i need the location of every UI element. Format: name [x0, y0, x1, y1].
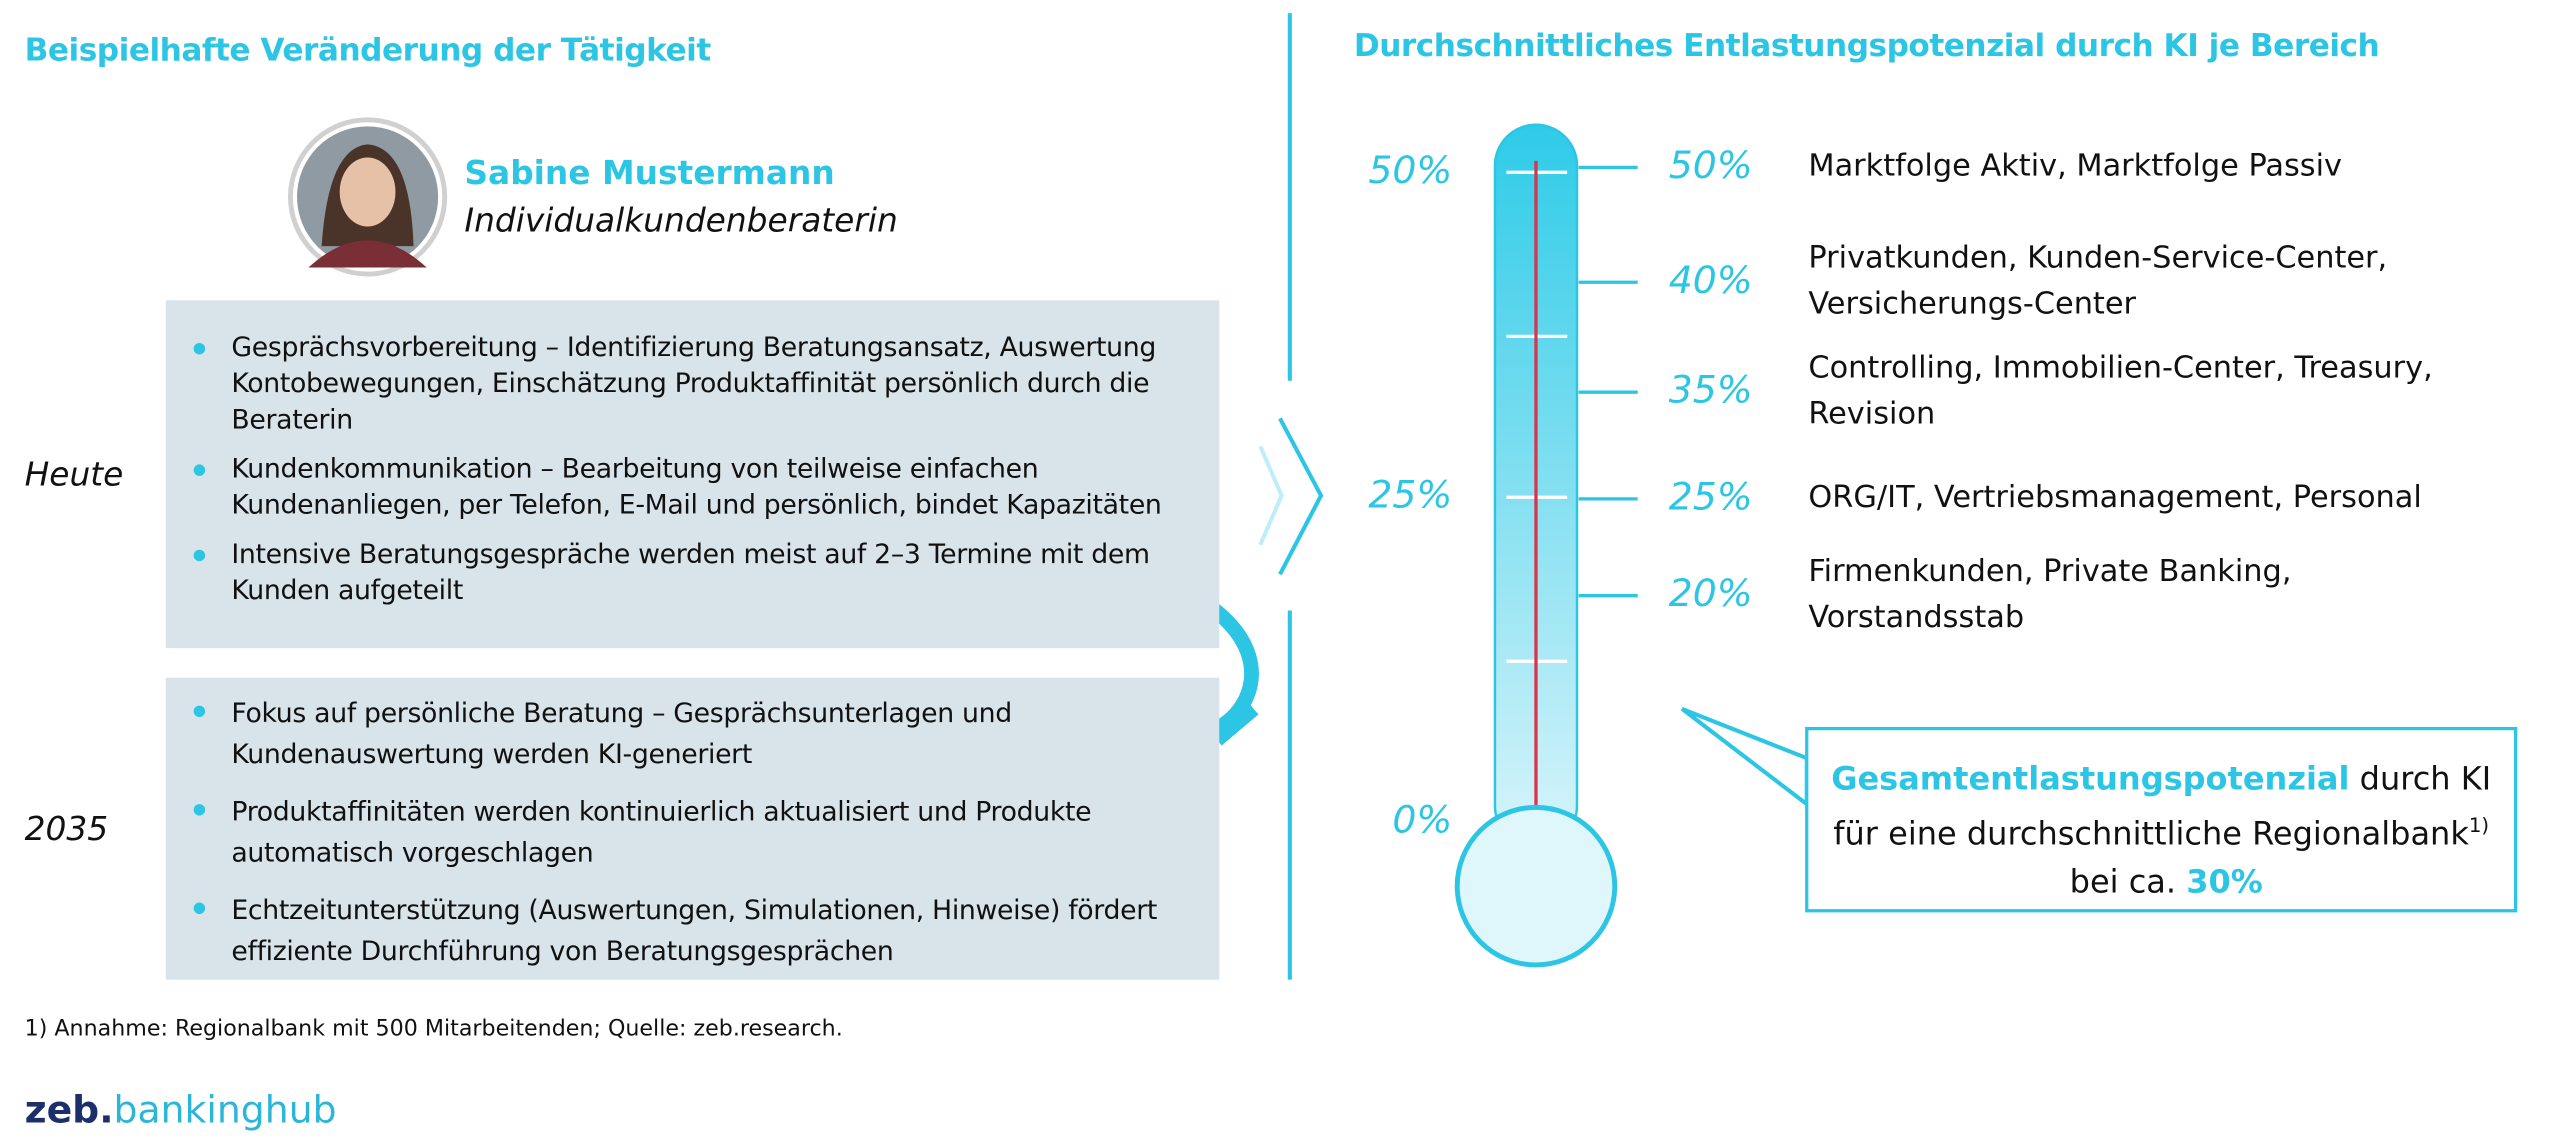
callout-text: bei ca. [2059, 862, 2187, 901]
box-2035: Fokus auf persönliche Beratung – Gespräc… [165, 677, 1220, 980]
area-value: 35% [1669, 368, 1753, 412]
section-label: Heute [24, 454, 124, 494]
logo: zeb.bankinghub [25, 1090, 337, 1133]
bullet: Intensive Beratungsgespräche werden meis… [179, 537, 1200, 609]
bullet: Fokus auf persönliche Beratung – Gespräc… [179, 693, 1200, 775]
area-value: 25% [1669, 474, 1753, 518]
area-value: 20% [1669, 571, 1753, 615]
bullet: Gesprächsvorbereitung – Identifizierung … [179, 330, 1200, 438]
callout: Gesamtentlastungspotenzial durch KI für … [1805, 726, 2518, 913]
callout-text: durch KI für eine durchschnittliche Regi… [1833, 759, 2492, 853]
chevron [1278, 417, 1324, 576]
area-text: Controlling, Immobilien-Center, Treasury… [1808, 351, 2433, 432]
area-text: Marktfolge Aktiv, Marktfolge Passiv [1808, 149, 2343, 184]
footnote: 1) Annahme: Regionalbank mit 500 Mitarbe… [24, 1015, 843, 1043]
box-today: Gesprächsvorbereitung – Identifizierung … [165, 300, 1220, 649]
person-role: Individualkundenberaterin [464, 200, 898, 240]
left-title: Beispielhafte Veränderung der Tätigkeit [24, 32, 712, 69]
tick-label: 25% [1368, 473, 1452, 517]
callout-total: 30% [2186, 862, 2263, 901]
area-value: 50% [1669, 143, 1753, 187]
area-text: ORG/IT, Vertriebsmanagement, Personal [1808, 480, 2422, 516]
bullet: Kundenkommunikation – Bearbeitung von te… [179, 451, 1200, 523]
logo-brand: zeb. [24, 1089, 114, 1133]
section-label: 2035 [24, 809, 109, 849]
bullet: Produktaffinitäten werden kontinuierlich… [179, 791, 1200, 873]
callout-highlight: Gesamtentlastungspotenzial [1831, 759, 2350, 798]
area-text: Privatkunden, Kunden-Service-Center, Ver… [1808, 241, 2388, 322]
bullet: Echtzeitunterstützung (Auswertungen, Sim… [179, 889, 1200, 971]
footnote-ref: 1) [2468, 813, 2490, 837]
tick-label: 0% [1392, 798, 1452, 842]
callout-pointer [1680, 707, 1809, 809]
right-title: Durchschnittliches Entlastungspotenzial … [1353, 27, 2380, 64]
tick-label: 50% [1368, 148, 1452, 192]
area-text: Firmenkunden, Private Banking, Vorstands… [1808, 554, 2292, 636]
logo-product: bankinghub [113, 1089, 337, 1133]
avatar [287, 117, 448, 277]
area-value: 40% [1669, 258, 1753, 302]
chevron [1258, 445, 1284, 546]
thermometer-bulb [1454, 804, 1618, 968]
person-name: Sabine Mustermann [464, 152, 835, 192]
